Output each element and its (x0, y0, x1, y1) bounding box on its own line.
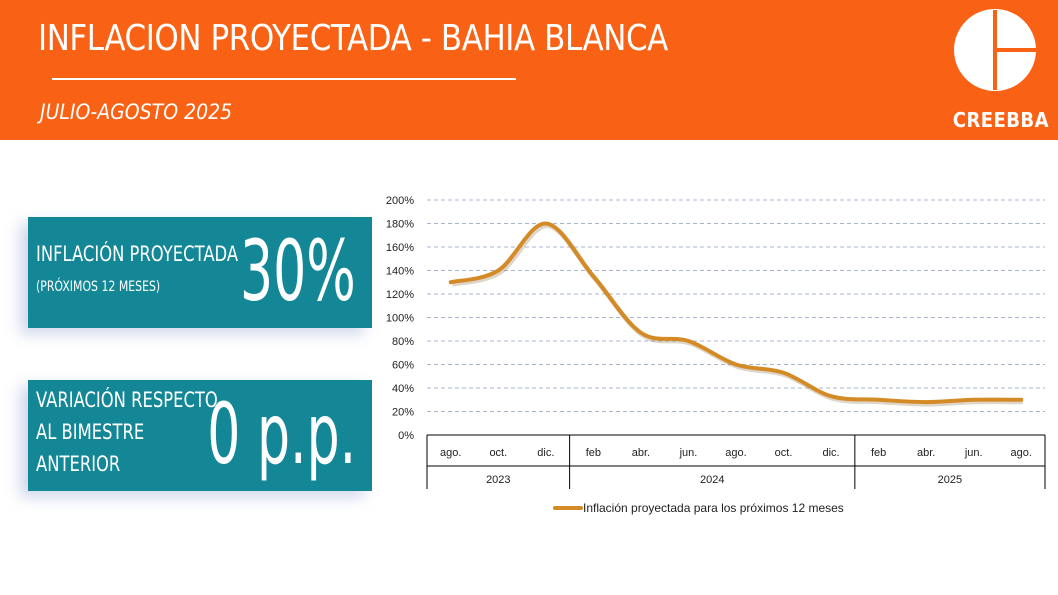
x-tick-label: dic. (537, 447, 554, 459)
variation-card: VARIACIÓN RESPECTO AL BIMESTRE ANTERIOR … (28, 380, 372, 491)
x-tick-label: feb (871, 447, 886, 459)
y-tick-label: 140% (386, 266, 414, 278)
header-banner: INFLACION PROYECTADA - BAHIA BLANCA JULI… (0, 0, 1058, 140)
x-tick-label: oct. (775, 447, 793, 459)
year-label: 2024 (700, 474, 724, 486)
projected-label: INFLACIÓN PROYECTADA (36, 242, 239, 266)
x-tick-label: jun. (964, 447, 983, 459)
y-tick-label: 200% (386, 195, 414, 207)
y-tick-label: 40% (392, 383, 414, 395)
variation-value: 0 p.p. (207, 385, 356, 483)
y-tick-label: 120% (386, 289, 414, 301)
year-label: 2025 (938, 474, 962, 486)
variation-label-line2: AL BIMESTRE (36, 420, 145, 444)
y-tick-label: 160% (386, 242, 414, 254)
creebba-logo-icon (954, 9, 1038, 91)
x-tick-label: feb (586, 447, 601, 459)
y-tick-label: 20% (392, 407, 414, 419)
series-line (448, 221, 1024, 405)
series-line-shadow (451, 223, 1023, 407)
logo-text: CREEBBA (952, 108, 1049, 132)
projected-value: 30% (240, 222, 356, 320)
title-underline (52, 78, 516, 80)
x-tick-label: ago. (725, 447, 746, 459)
page-subtitle: JULIO-AGOSTO 2025 (40, 100, 233, 124)
y-tick-label: 0% (398, 430, 414, 442)
x-tick-label: dic. (823, 447, 840, 459)
variation-label-line1: VARIACIÓN RESPECTO (36, 388, 218, 412)
legend-label: Inflación proyectada para los próximos 1… (583, 501, 844, 515)
page-title: INFLACION PROYECTADA - BAHIA BLANCA (38, 18, 668, 59)
y-tick-label: 100% (386, 313, 414, 325)
variation-label-line3: ANTERIOR (36, 452, 121, 476)
chart-svg: 0% 20% 40% 60% 80% 100% 120% 140% 160% 180% 200% ag… (386, 195, 1046, 515)
x-tick-label: oct. (489, 447, 507, 459)
x-tick-label: ago. (1011, 447, 1032, 459)
inflation-chart: 0% 20% 40% 60% 80% 100% 120% 140% 160% 180% 200% ag… (370, 185, 1050, 525)
x-tick-label: jun. (679, 447, 698, 459)
projected-inflation-card: INFLACIÓN PROYECTADA (PRÓXIMOS 12 MESES)… (28, 217, 372, 328)
x-tick-label: abr. (917, 447, 935, 459)
y-tick-label: 80% (392, 336, 414, 348)
x-tick-label: abr. (632, 447, 650, 459)
projected-sublabel: (PRÓXIMOS 12 MESES) (36, 279, 161, 295)
y-tick-label: 60% (392, 360, 414, 372)
year-label: 2023 (486, 474, 510, 486)
y-tick-label: 180% (386, 219, 414, 231)
x-tick-label: ago. (440, 447, 461, 459)
